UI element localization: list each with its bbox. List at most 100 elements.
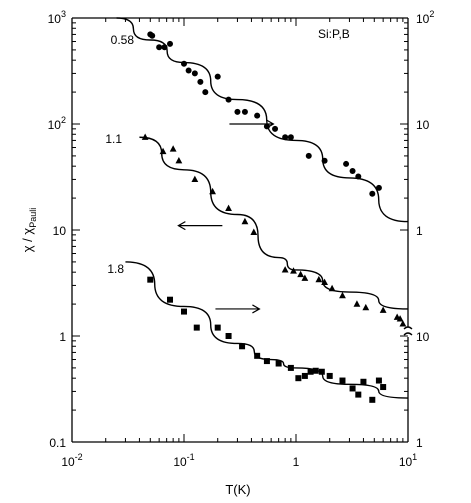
point-square: [214, 324, 221, 331]
point-triangle: [141, 133, 149, 140]
point-square: [295, 375, 302, 382]
point-circle: [263, 123, 270, 130]
point-square: [339, 377, 346, 384]
point-circle: [287, 134, 294, 141]
point-triangle: [328, 284, 336, 292]
right-tick-label-upper: 102: [416, 9, 434, 26]
x-tick-label: 10-2: [61, 452, 82, 469]
point-square: [181, 308, 187, 315]
left-tick-label: 103: [48, 9, 66, 26]
point-square: [380, 384, 387, 391]
point-circle: [185, 67, 192, 74]
point-triangle: [191, 175, 199, 183]
point-triangle: [159, 147, 167, 155]
arrow-left: [177, 221, 223, 231]
point-triangle: [396, 315, 404, 322]
axes: [71, 17, 413, 443]
point-circle: [191, 70, 198, 77]
point-circle: [254, 112, 261, 119]
right-tick-label-upper: 10: [416, 118, 430, 132]
point-circle: [214, 73, 221, 80]
series-label-1.1: 1.1: [105, 132, 122, 146]
point-square: [369, 396, 376, 403]
point-circle: [321, 157, 328, 164]
axis-break-mark: [403, 326, 413, 336]
point-square: [312, 367, 319, 374]
point-square: [254, 352, 261, 359]
labels: χ / χPauli T(K) Si:P,B: [20, 27, 350, 497]
point-square: [287, 364, 294, 371]
point-triangle: [353, 300, 361, 307]
x-tick-label: 1: [293, 455, 300, 469]
point-circle: [202, 89, 209, 96]
series-label-0.58: 0.58: [111, 33, 135, 47]
point-square: [360, 378, 367, 385]
point-triangle: [321, 278, 328, 286]
point-triangle: [297, 270, 305, 278]
point-circle: [375, 184, 382, 191]
point-circle: [355, 173, 362, 180]
arrow-right: [229, 119, 275, 129]
point-circle: [272, 125, 279, 132]
point-circle: [225, 96, 232, 103]
point-triangle: [225, 204, 232, 211]
point-circle: [369, 190, 376, 197]
point-triangle: [281, 266, 289, 273]
point-square: [239, 343, 246, 350]
material-annotation: Si:P,B: [318, 27, 350, 41]
y-axis-label: χ / χPauli: [20, 208, 38, 253]
point-triangle: [301, 274, 309, 281]
right-tick-label-upper: 1: [416, 224, 423, 238]
point-square: [275, 360, 282, 367]
point-circle: [343, 160, 350, 167]
right-tick-label-lower: 10: [416, 330, 430, 344]
point-triangle: [169, 145, 177, 152]
point-square: [318, 368, 325, 375]
point-circle: [149, 32, 156, 39]
left-tick-label: 0.1: [49, 436, 66, 450]
point-circle: [197, 78, 204, 85]
point-triangle: [175, 156, 183, 164]
fit-curve-1.1: [139, 136, 409, 310]
point-square: [375, 377, 382, 384]
point-square: [326, 372, 333, 379]
point-circle: [305, 152, 312, 159]
point-square: [301, 372, 308, 379]
left-tick-label: 102: [48, 115, 66, 132]
arrows: [177, 119, 275, 314]
point-triangle: [379, 306, 387, 313]
point-square: [263, 358, 270, 365]
arrow-right: [215, 304, 261, 314]
point-square: [307, 368, 314, 375]
fit-curve-0.58: [116, 17, 409, 223]
point-circle: [234, 108, 241, 115]
fit-curves: [116, 17, 409, 399]
point-square: [349, 385, 356, 392]
point-circle: [161, 44, 168, 51]
point-square: [193, 324, 200, 331]
point-triangle: [399, 320, 407, 327]
left-tick-label: 10: [53, 224, 67, 238]
left-tick-label: 1: [59, 330, 66, 344]
point-circle: [241, 108, 248, 115]
x-tick-label: 10-1: [173, 452, 194, 469]
series-labels: 0.58 1.1 1.8: [105, 33, 134, 276]
point-square: [225, 333, 232, 339]
x-tick-label: 101: [399, 452, 417, 469]
series-label-1.8: 1.8: [107, 262, 124, 276]
point-circle: [156, 44, 163, 51]
point-circle: [349, 168, 356, 175]
point-circle: [181, 60, 187, 67]
point-triangle: [250, 228, 258, 235]
point-triangle: [339, 291, 346, 299]
point-circle: [167, 40, 174, 47]
point-triangle: [241, 217, 249, 225]
point-square: [147, 276, 154, 283]
point-square: [355, 391, 362, 398]
right-tick-label-lower: 1: [416, 436, 423, 450]
data-points: [141, 31, 407, 403]
fit-curve-1.8: [125, 261, 409, 399]
x-axis-label: T(K): [225, 482, 250, 497]
